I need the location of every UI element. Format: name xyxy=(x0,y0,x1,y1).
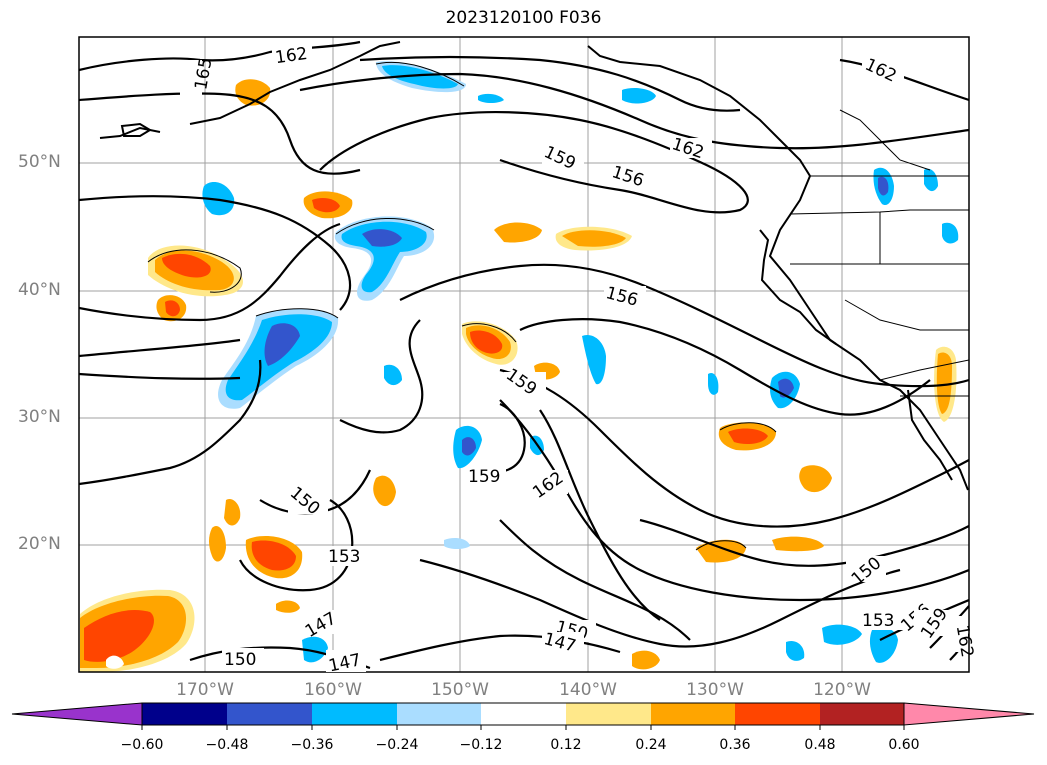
contour-label-group: 162 165 162 162 159 156 156 159 159 162 … xyxy=(180,44,977,676)
colorbar-segment xyxy=(397,703,481,725)
colorbar-segment xyxy=(566,703,651,725)
lon-label: 150°W xyxy=(431,680,489,700)
shaded-field xyxy=(80,61,959,672)
colorbar-tick-label: −0.12 xyxy=(459,737,503,753)
colorbar-tick-label: −0.36 xyxy=(290,737,334,753)
colorbar-segment xyxy=(735,703,820,725)
contour-label: 165 xyxy=(191,56,216,91)
contour-label: 162 xyxy=(274,44,309,68)
lon-label: 120°W xyxy=(813,680,871,700)
lon-label: 140°W xyxy=(559,680,617,700)
colorbar-segment xyxy=(820,703,904,725)
colorbar-segment xyxy=(481,703,566,725)
lon-label: 130°W xyxy=(686,680,744,700)
thin-contours xyxy=(147,61,777,551)
lon-label: 170°W xyxy=(176,680,234,700)
height-contours xyxy=(79,40,969,670)
contour-label: 159 xyxy=(468,467,500,487)
colorbar-tick-label: 0.36 xyxy=(719,737,751,753)
colorbar-extend-high xyxy=(903,702,1035,726)
contour-label: 159 xyxy=(502,365,540,400)
colorbar-segment xyxy=(651,703,735,725)
graticule xyxy=(79,37,969,672)
contour-label: 153 xyxy=(328,547,360,567)
colorbar-tick-label: −0.24 xyxy=(375,737,419,753)
colorbar-tick-label: 0.24 xyxy=(635,737,667,753)
contour-label: 153 xyxy=(862,611,894,631)
lat-label: 40°N xyxy=(18,280,61,300)
colorbar-extend-low xyxy=(11,702,143,726)
plot-frame xyxy=(78,36,970,673)
lat-label: 20°N xyxy=(18,534,61,554)
colorbar-segment xyxy=(227,703,312,725)
contour-label: 150 xyxy=(224,650,256,670)
lat-label: 50°N xyxy=(18,152,61,172)
colorbar-tick-label: 0.12 xyxy=(550,737,582,753)
colorbar-tick-label: −0.48 xyxy=(205,737,249,753)
state-borders xyxy=(789,109,969,397)
colorbar-tick-label: 0.60 xyxy=(888,737,920,753)
lat-label: 30°N xyxy=(18,407,61,427)
map-title: 2023120100 F036 xyxy=(445,8,602,28)
contour-label: 159 xyxy=(541,142,579,174)
lon-label: 160°W xyxy=(304,680,362,700)
colorbar-tick-label: 0.48 xyxy=(804,737,836,753)
colorbar-segment xyxy=(142,703,227,725)
colorbar-tick-label: −0.60 xyxy=(120,737,164,753)
colorbar xyxy=(11,702,1035,730)
colorbar-segment xyxy=(312,703,397,725)
